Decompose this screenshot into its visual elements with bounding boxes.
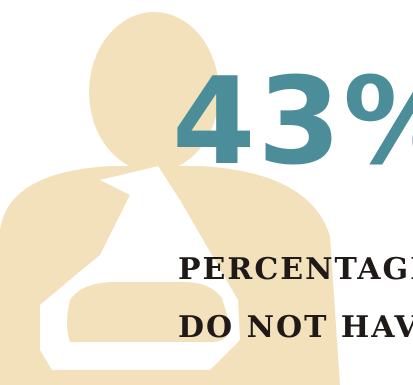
caption-line-1: PERCENTAGE	[178, 252, 413, 287]
figure-head	[89, 12, 219, 172]
stat-percentage: 43%	[172, 53, 413, 192]
caption-line-2: DO NOT HAV	[178, 310, 413, 345]
figure-arm	[67, 282, 230, 342]
